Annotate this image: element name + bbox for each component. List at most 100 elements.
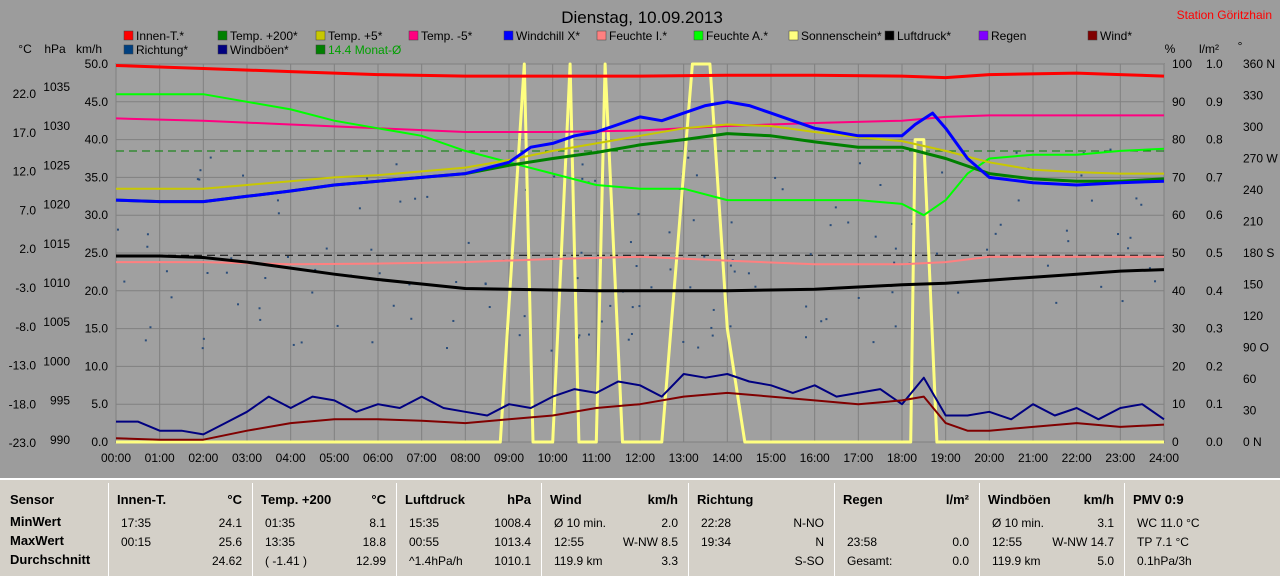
richtung-r1-time: 22:28 (701, 516, 732, 530)
direction-dot (259, 318, 262, 321)
direction-dot (894, 247, 897, 250)
regen-r2-val: 0.0 (952, 535, 969, 549)
direction-dot (847, 221, 850, 224)
temp200-min-val: 8.1 (369, 516, 386, 530)
direction-dot (581, 163, 584, 166)
direction-dot (733, 270, 736, 273)
innen-avg-val: 24.62 (211, 554, 242, 568)
stats-col-boen: Windböen km/h Ø 10 min. 3.1 12:55 W-NW 14.… (979, 483, 1124, 576)
direction-dot (286, 255, 289, 258)
direction-dot (523, 315, 526, 318)
direction-dot (146, 245, 149, 248)
y-tick-celsius: 2.0 (19, 242, 36, 256)
y-tick-percent: 20 (1172, 359, 1186, 373)
stats-col-pmv: PMV 0:9 WC 11.0 °C TP 7.1 °C 0.1hPa/3h (1124, 483, 1280, 576)
direction-dot (986, 248, 989, 251)
pmv-title: PMV 0:9 (1133, 492, 1184, 507)
x-tick-label: 05:00 (319, 451, 349, 465)
regen-r3-label: Gesamt: (847, 554, 893, 568)
legend-label: Windchill X* (516, 29, 580, 43)
wind-r3-label: 119.9 km (554, 554, 603, 568)
wind-r2-val: W-NW 8.5 (622, 535, 678, 549)
y-tick-kmh: 5.0 (91, 397, 108, 411)
legend-swatch (123, 30, 134, 41)
y-tick-celsius: -18.0 (9, 397, 37, 411)
y-tick-degree: 180 S (1243, 246, 1274, 260)
direction-dot (668, 231, 671, 234)
boen-r2-time: 12:55 (992, 535, 1023, 549)
label-max: MaxWert (10, 533, 64, 548)
x-tick-label: 01:00 (145, 451, 175, 465)
direction-dot (834, 206, 837, 209)
innen-min-time: 17:35 (121, 516, 152, 530)
legend-label: Temp. +200* (230, 29, 298, 43)
x-tick-label: 00:00 (101, 451, 131, 465)
x-tick-label: 02:00 (188, 451, 218, 465)
x-tick-label: 09:00 (494, 451, 524, 465)
direction-dot (242, 174, 245, 177)
y-tick-rain: 0.9 (1206, 95, 1223, 109)
direction-dot (258, 307, 261, 310)
wind-title: Wind (550, 492, 582, 507)
y-tick-rain: 0.4 (1206, 284, 1223, 298)
direction-dot (630, 332, 633, 335)
direction-dot (518, 334, 521, 337)
legend-label: Regen (991, 29, 1026, 43)
y-tick-percent: 30 (1172, 322, 1186, 336)
y-tick-kmh: 30.0 (85, 208, 109, 222)
y-tick-degree: 270 W (1243, 152, 1278, 166)
wind-r1-label: Ø 10 min. (554, 516, 607, 530)
y-tick-degree: 210 (1243, 215, 1263, 229)
direction-dot (277, 212, 280, 215)
station-name: Station Göritzhain (1177, 8, 1272, 22)
series-line (116, 93, 1165, 217)
direction-dot (682, 340, 685, 343)
direction-dot (754, 285, 757, 288)
direction-dot (712, 308, 715, 311)
y-tick-rain: 1.0 (1206, 57, 1223, 71)
legend-swatch (315, 30, 326, 41)
y-tick-celsius: 12.0 (13, 165, 37, 179)
stats-col-druck: Luftdruck hPa 15:35 1008.4 00:55 1013.4 ^1… (396, 483, 541, 576)
direction-dot (894, 325, 897, 328)
axis-unit-celsius: °C (18, 42, 32, 56)
legend-swatch (884, 30, 895, 41)
direction-dot (170, 296, 173, 299)
y-tick-hpa: 1035 (43, 80, 70, 94)
x-tick-label: 03:00 (232, 451, 262, 465)
y-tick-celsius: -23.0 (9, 436, 37, 450)
stats-col-wind: Wind km/h Ø 10 min. 2.0 12:55 W-NW 8.5 119… (541, 483, 688, 576)
direction-dot (165, 270, 168, 273)
stats-col-innen: Innen-T. °C 17:35 24.1 00:15 25.6 24.62 (108, 483, 252, 576)
chart-title: Dienstag, 10.09.2013 (561, 8, 723, 27)
regen-r3-val: 0.0 (952, 554, 969, 568)
direction-dot (692, 219, 695, 222)
x-tick-label: 19:00 (931, 451, 961, 465)
wind-r1-val: 2.0 (661, 516, 678, 530)
druck-title: Luftdruck (405, 492, 465, 507)
temp200-avg-note: ( -1.41 ) (265, 554, 308, 568)
direction-dot (116, 228, 119, 231)
direction-dot (689, 286, 692, 289)
direction-dot (366, 177, 369, 180)
direction-dot (1135, 197, 1138, 200)
x-tick-label: 24:00 (1149, 451, 1179, 465)
x-tick-label: 22:00 (1062, 451, 1092, 465)
y-tick-degree: 240 (1243, 183, 1263, 197)
direction-dot (872, 341, 875, 344)
legend-label: Innen-T.* (136, 29, 184, 43)
x-tick-label: 17:00 (843, 451, 873, 465)
y-tick-kmh: 10.0 (85, 359, 109, 373)
direction-dot (399, 200, 402, 203)
y-tick-percent: 70 (1172, 170, 1186, 184)
x-tick-label: 15:00 (756, 451, 786, 465)
x-tick-label: 16:00 (800, 451, 830, 465)
direction-dot (729, 325, 732, 328)
direction-dot (941, 171, 944, 174)
direction-dot (631, 306, 634, 309)
y-tick-hpa: 1020 (43, 198, 70, 212)
x-tick-label: 08:00 (450, 451, 480, 465)
label-avg: Durchschnitt (10, 552, 91, 567)
series-line (115, 100, 1165, 204)
direction-dot (371, 341, 374, 344)
